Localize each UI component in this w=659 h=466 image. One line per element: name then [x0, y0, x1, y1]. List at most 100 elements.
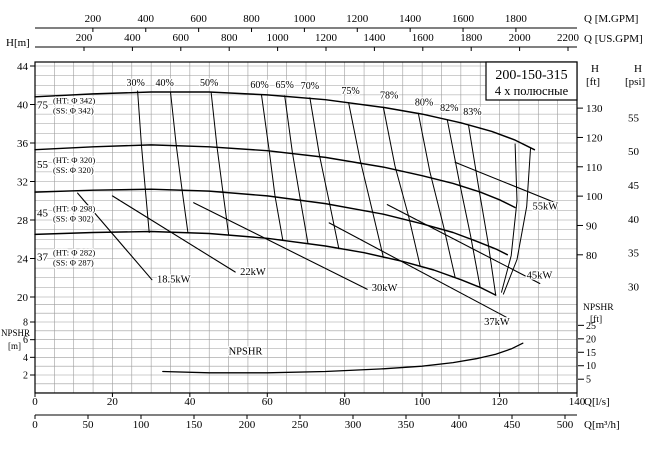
- pump-poles-label: 4 х полюсные: [495, 84, 569, 98]
- power-line-label: 37kW: [484, 317, 510, 328]
- tick-label-mgpm: 400: [138, 13, 155, 25]
- efficiency-label: 70%: [301, 81, 319, 92]
- tick-label-mgpm: 1400: [399, 13, 422, 25]
- efficiency-contour: [309, 97, 340, 250]
- axis-title-npshr-m: NPSHR: [1, 328, 30, 338]
- impeller-ss-label: (SS: Φ 320): [53, 165, 94, 175]
- tick-label-m3h: 350: [398, 419, 415, 431]
- tick-label-ls: 40: [184, 396, 196, 408]
- tick-label-usgpm: 600: [173, 32, 190, 44]
- tick-label-hft: 100: [586, 191, 603, 203]
- power-line-label: 30kW: [372, 283, 398, 294]
- efficiency-contour: [261, 94, 284, 241]
- tick-label-psi: 45: [628, 180, 640, 192]
- tick-label-npshr-m: 2: [23, 370, 28, 381]
- tick-label-mgpm: 800: [243, 13, 260, 25]
- efficiency-label: 40%: [156, 78, 174, 89]
- axis-unit-psi: [psi]: [625, 76, 645, 88]
- tick-label-npshr-ft: 15: [586, 348, 596, 359]
- axis-title-hft: H: [591, 63, 599, 75]
- hq-curve: [34, 230, 497, 296]
- tick-label-usgpm: 1400: [363, 32, 386, 44]
- tick-label-hm: 44: [17, 61, 29, 73]
- tick-label-npshr-ft: 10: [586, 361, 596, 372]
- tick-label-psi: 30: [628, 281, 640, 293]
- efficiency-contour: [502, 148, 531, 295]
- power-line: [454, 161, 559, 205]
- tick-label-usgpm: 1800: [460, 32, 483, 44]
- power-line: [328, 222, 509, 319]
- axis-title-hm: H[m]: [6, 37, 30, 49]
- tick-label-ls: 140: [569, 396, 586, 408]
- tick-label-npshr-ft: 20: [586, 334, 596, 345]
- tick-label-hft: 90: [586, 220, 598, 232]
- tick-label-hft: 80: [586, 250, 598, 262]
- tick-label-mgpm: 1800: [505, 13, 528, 25]
- tick-label-m3h: 0: [32, 419, 38, 431]
- tick-label-hm: 20: [17, 292, 29, 304]
- tick-label-usgpm: 200: [76, 32, 93, 44]
- efficiency-contour: [382, 106, 421, 267]
- tick-label-ls: 100: [414, 396, 431, 408]
- tick-label-hm: 32: [17, 177, 28, 189]
- tick-label-usgpm: 800: [221, 32, 238, 44]
- tick-label-psi: 35: [628, 248, 640, 260]
- pump-model-label: 200-150-315: [495, 68, 567, 83]
- tick-label-mgpm: 1600: [452, 13, 475, 25]
- tick-label-mgpm: 200: [85, 13, 102, 25]
- tick-label-usgpm: 1600: [412, 32, 435, 44]
- impeller-ht-label: (HT: Φ 282): [53, 248, 95, 258]
- tick-label-ls: 80: [339, 396, 351, 408]
- axis-title-mgpm: Q [M.GPM]: [584, 13, 638, 25]
- power-line-label: 22kW: [240, 267, 266, 278]
- hq-curve: [34, 144, 516, 209]
- impeller-power-label: 45: [37, 207, 49, 219]
- tick-label-m3h: 500: [557, 419, 574, 431]
- title-box: [485, 61, 578, 101]
- efficiency-label: 65%: [276, 80, 294, 91]
- efficiency-contour: [468, 125, 497, 296]
- efficiency-label: 82%: [440, 103, 458, 114]
- tick-label-usgpm: 1200: [315, 32, 338, 44]
- efficiency-contour: [348, 102, 384, 258]
- efficiency-contour: [137, 90, 150, 233]
- impeller-ss-label: (SS: Φ 302): [53, 213, 94, 223]
- tick-label-mgpm: 1000: [293, 13, 316, 25]
- impeller-power-label: 55: [37, 159, 49, 171]
- tick-label-m3h: 250: [292, 419, 309, 431]
- tick-label-m3h: 200: [239, 419, 256, 431]
- impeller-power-label: 37: [37, 252, 49, 264]
- efficiency-contour: [284, 95, 309, 244]
- tick-label-psi: 50: [628, 146, 640, 158]
- efficiency-label: 78%: [380, 91, 398, 102]
- power-line: [77, 192, 153, 281]
- impeller-ht-label: (HT: Φ 298): [53, 203, 95, 213]
- tick-label-m3h: 300: [345, 419, 362, 431]
- tick-label-ls: 120: [491, 396, 508, 408]
- axis-title-npshr-ft: NPSHR: [583, 303, 614, 313]
- plot-frame: [34, 61, 578, 394]
- efficiency-label: 60%: [250, 80, 268, 91]
- tick-label-ls: 60: [262, 396, 274, 408]
- impeller-ss-label: (SS: Φ 287): [53, 258, 94, 268]
- power-line: [193, 202, 368, 290]
- hq-curve: [34, 188, 509, 256]
- tick-label-m3h: 100: [133, 419, 150, 431]
- tick-label-npshr-m: 8: [23, 318, 28, 329]
- impeller-power-label: 75: [37, 100, 49, 112]
- tick-label-npshr-m: 6: [23, 335, 28, 346]
- tick-label-ls: 0: [32, 396, 38, 408]
- axis-unit-npshr-m: [m]: [8, 341, 21, 351]
- tick-label-ls: 20: [107, 396, 119, 408]
- tick-label-usgpm: 2200: [557, 32, 580, 44]
- impeller-ht-label: (HT: Φ 320): [53, 155, 95, 165]
- axis-unit-hft: [ft]: [586, 76, 600, 88]
- efficiency-contour: [417, 112, 456, 278]
- power-line: [386, 204, 541, 285]
- axis-title-m3h: Q[m³/h]: [584, 419, 620, 431]
- tick-label-m3h: 400: [451, 419, 468, 431]
- tick-label-mgpm: 600: [190, 13, 207, 25]
- tick-label-hft: 110: [586, 162, 603, 174]
